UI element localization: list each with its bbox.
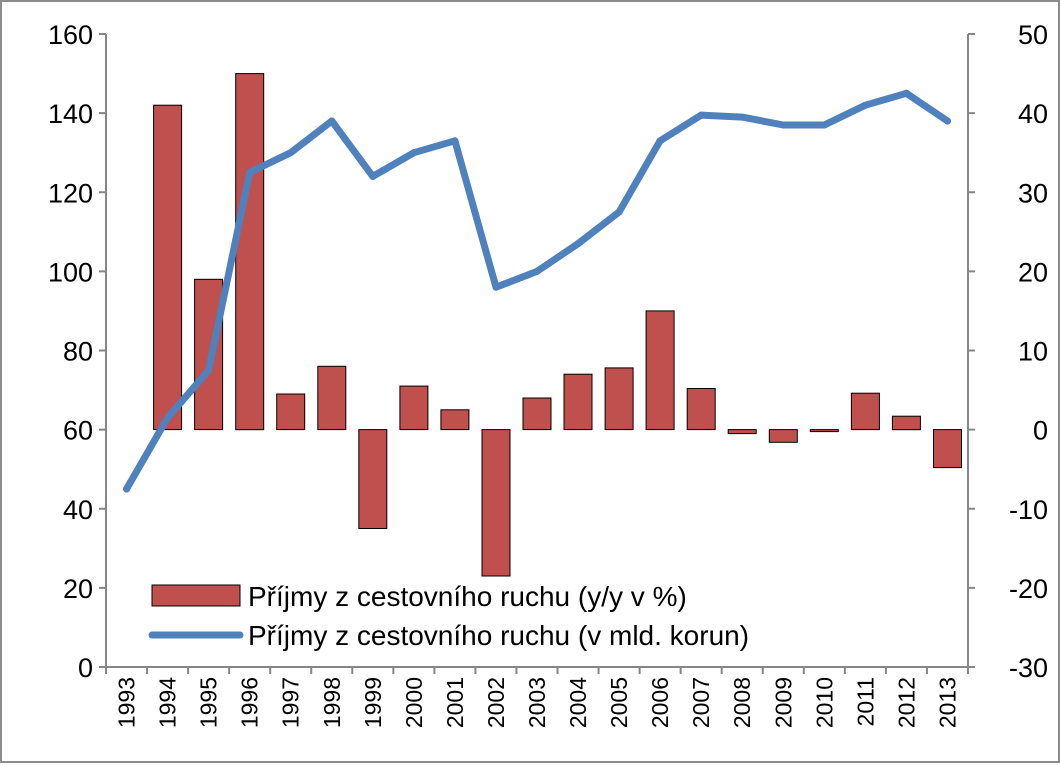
x-tick-label-2011: 2011 xyxy=(852,677,878,726)
bar-1996 xyxy=(235,73,265,431)
y-right-tick-label: 30 xyxy=(1018,178,1048,208)
legend-bar-label: Příjmy z cestovního ruchu (y/y v %) xyxy=(248,581,687,612)
x-tick-label-1993: 1993 xyxy=(114,677,140,728)
line-point-2012 xyxy=(902,89,910,97)
y-right-tick-label: -20 xyxy=(1009,574,1048,604)
bar-2007 xyxy=(686,388,716,431)
line-point-2003 xyxy=(533,267,541,275)
x-tick-label-2006: 2006 xyxy=(647,677,673,728)
bar-2009 xyxy=(768,429,798,443)
bar-1994 xyxy=(153,104,183,431)
line-point-2009 xyxy=(779,121,787,129)
x-tick-label-2013: 2013 xyxy=(934,677,960,728)
line-point-2006 xyxy=(656,137,664,145)
line-point-2007 xyxy=(697,111,705,119)
line-point-2010 xyxy=(820,121,828,129)
line-point-2000 xyxy=(410,149,418,157)
line-point-1997 xyxy=(287,149,295,157)
bar-2001 xyxy=(440,409,470,431)
line-point-1993 xyxy=(123,485,130,493)
x-tick-label-2002: 2002 xyxy=(483,677,509,728)
line-point-1994 xyxy=(164,414,172,422)
bar-2012 xyxy=(891,415,921,431)
x-tick-label-1994: 1994 xyxy=(155,677,181,728)
line-point-2005 xyxy=(615,208,623,216)
x-tick-label-2007: 2007 xyxy=(688,677,714,728)
x-tick-label-1996: 1996 xyxy=(237,677,263,728)
y-left-tick-label: 20 xyxy=(63,574,93,604)
y-right-tick-label: 40 xyxy=(1018,99,1048,129)
bar-1999 xyxy=(358,429,388,530)
line-point-2001 xyxy=(451,137,459,145)
x-tick-label-2004: 2004 xyxy=(565,677,591,728)
x-tick-label-2001: 2001 xyxy=(442,677,468,728)
y-right-tick-label: -10 xyxy=(1009,495,1048,525)
bar-2006 xyxy=(645,310,675,431)
x-tick-label-2003: 2003 xyxy=(524,677,550,728)
legend-bar-swatch xyxy=(151,584,241,607)
x-tick-label-2008: 2008 xyxy=(729,677,755,728)
y-right-tick-label: 10 xyxy=(1018,337,1048,367)
line-point-1996 xyxy=(246,169,254,176)
y-right-tick-label: 50 xyxy=(1018,20,1048,50)
y-left-tick-label: 160 xyxy=(48,20,93,50)
bar-2013 xyxy=(933,429,962,469)
line-point-1998 xyxy=(328,117,336,125)
bar-2002 xyxy=(481,429,511,577)
y-right-tick-label: 20 xyxy=(1018,257,1048,287)
bar-1997 xyxy=(276,393,306,431)
y-left-tick-label: 100 xyxy=(48,257,93,287)
y-left-tick-label: 120 xyxy=(48,178,93,208)
line-point-2002 xyxy=(492,283,500,291)
x-tick-label-1998: 1998 xyxy=(319,677,345,728)
bar-2008 xyxy=(727,429,757,435)
bar-2000 xyxy=(399,385,429,431)
y-right-tick-label: 0 xyxy=(1033,416,1048,446)
x-tick-label-2009: 2009 xyxy=(770,677,796,728)
x-tick-label-2012: 2012 xyxy=(893,677,919,728)
bar-2011 xyxy=(850,392,880,431)
x-tick-label-2010: 2010 xyxy=(811,677,837,728)
bar-2004 xyxy=(563,373,593,431)
y-left-tick-label: 0 xyxy=(78,653,93,683)
y-left-tick-label: 40 xyxy=(63,495,93,525)
x-tick-label-1997: 1997 xyxy=(278,677,304,728)
line-point-2008 xyxy=(738,113,746,121)
line-point-2011 xyxy=(861,101,869,109)
x-tick-label-1999: 1999 xyxy=(360,677,386,728)
x-tick-label-1995: 1995 xyxy=(196,677,222,728)
line-point-2004 xyxy=(574,240,582,248)
y-left-tick-label: 80 xyxy=(63,337,93,367)
y-left-tick-label: 60 xyxy=(63,416,93,446)
bar-2010 xyxy=(809,429,839,433)
x-tick-label-2005: 2005 xyxy=(606,677,632,728)
line-point-2013 xyxy=(944,117,951,125)
bar-2003 xyxy=(522,397,552,431)
line-point-1999 xyxy=(369,172,377,180)
y-left-tick-label: 140 xyxy=(48,99,93,129)
y-right-tick-label: -30 xyxy=(1009,653,1048,683)
bar-1998 xyxy=(317,365,347,431)
line-point-1995 xyxy=(205,366,213,374)
bar-2005 xyxy=(604,367,634,431)
x-tick-label-2000: 2000 xyxy=(401,677,427,728)
legend-line-label: Příjmy z cestovního ruchu (v mld. korun) xyxy=(248,620,749,651)
